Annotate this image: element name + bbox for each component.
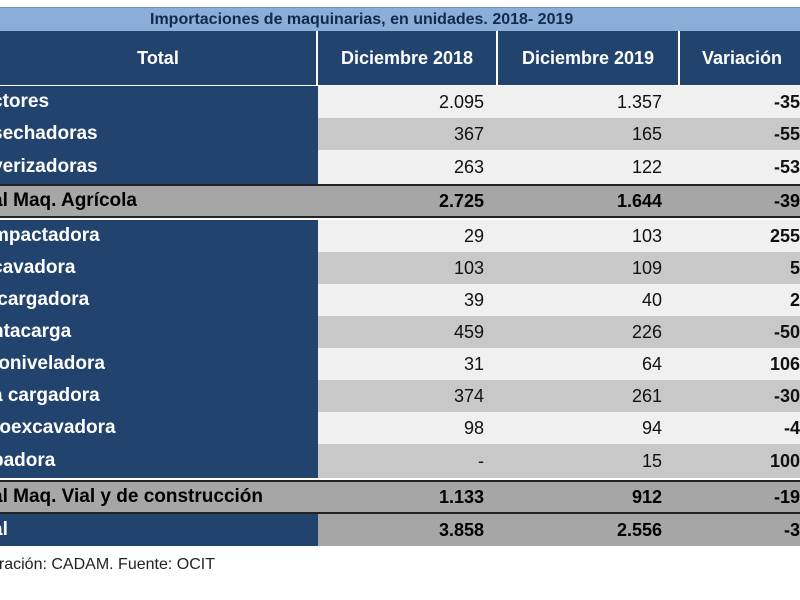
row-label: padora	[0, 444, 318, 478]
row-label: al	[0, 514, 318, 546]
cell-variacion: -19	[680, 482, 800, 512]
cell-dic-2019: 122	[498, 150, 680, 184]
cell-variacion: -4	[680, 412, 800, 444]
row-label: roexcavadora	[0, 412, 318, 444]
table-title-bar: Importaciones de maquinarias, en unidade…	[0, 7, 800, 31]
cell-dic-2018: 263	[318, 150, 498, 184]
row-label: ctores	[0, 86, 318, 118]
cell-dic-2019: 226	[498, 316, 680, 348]
cell-variacion: -30	[680, 380, 800, 412]
cell-dic-2019: 103	[498, 220, 680, 252]
cell-dic-2018: 374	[318, 380, 498, 412]
cell-variacion: -53	[680, 150, 800, 184]
cell-dic-2019: 261	[498, 380, 680, 412]
cell-variacion: -3	[680, 514, 800, 546]
table-row: roexcavadora 98 94 -4	[0, 412, 800, 444]
row-label: verizadoras	[0, 150, 318, 184]
cell-dic-2019: 40	[498, 284, 680, 316]
cell-variacion: 100	[680, 444, 800, 478]
header-dic-2019: Diciembre 2019	[498, 31, 680, 85]
row-label: icargadora	[0, 284, 318, 316]
cell-dic-2019: 912	[498, 482, 680, 512]
row-label: mpactadora	[0, 220, 318, 252]
cell-dic-2018: 2.095	[318, 86, 498, 118]
row-label: sechadoras	[0, 118, 318, 150]
cell-dic-2019: 94	[498, 412, 680, 444]
table-row: cavadora 103 109 5	[0, 252, 800, 284]
row-label: al Maq. Agrícola	[0, 186, 318, 216]
cell-variacion: 5	[680, 252, 800, 284]
table-row: toniveladora 31 64 106	[0, 348, 800, 380]
cell-dic-2019: 109	[498, 252, 680, 284]
header-variacion: Variación	[680, 31, 800, 85]
cell-dic-2019: 2.556	[498, 514, 680, 546]
table-row: al Maq. Vial y de construcción 1.133 912 -1…	[0, 480, 800, 514]
table-header: Total Diciembre 2018 Diciembre 2019 Vari…	[0, 31, 800, 85]
row-label: ntacarga	[0, 316, 318, 348]
cell-dic-2018: 1.133	[318, 482, 498, 512]
row-label: toniveladora	[0, 348, 318, 380]
cell-dic-2018: 103	[318, 252, 498, 284]
cell-variacion: 2	[680, 284, 800, 316]
cell-dic-2019: 64	[498, 348, 680, 380]
row-label: al Maq. Vial y de construcción	[0, 482, 318, 512]
table-row: verizadoras 263 122 -53	[0, 150, 800, 184]
cell-dic-2018: 29	[318, 220, 498, 252]
cell-dic-2018: -	[318, 444, 498, 478]
cell-dic-2018: 367	[318, 118, 498, 150]
cell-dic-2018: 98	[318, 412, 498, 444]
cell-dic-2019: 1.357	[498, 86, 680, 118]
cell-dic-2019: 1.644	[498, 186, 680, 216]
table-row: sechadoras 367 165 -55	[0, 118, 800, 150]
cell-dic-2019: 15	[498, 444, 680, 478]
cell-variacion: 255	[680, 220, 800, 252]
table-row: mpactadora 29 103 255	[0, 220, 800, 252]
cell-dic-2018: 3.858	[318, 514, 498, 546]
table-row: ntacarga459226-50	[0, 316, 800, 348]
row-label: cavadora	[0, 252, 318, 284]
header-dic-2018: Diciembre 2018	[318, 31, 498, 85]
cell-variacion: -35	[680, 86, 800, 118]
cell-variacion: -55	[680, 118, 800, 150]
cell-variacion: -50	[680, 316, 800, 348]
cell-dic-2018: 31	[318, 348, 498, 380]
header-total: Total	[0, 31, 318, 85]
source-note: oración: CADAM. Fuente: OCIT	[0, 556, 215, 573]
cell-variacion: 106	[680, 348, 800, 380]
cell-dic-2018: 2.725	[318, 186, 498, 216]
table-row: al Maq. Agrícola 2.725 1.644 -39	[0, 184, 800, 218]
row-label: a cargadora	[0, 380, 318, 412]
cell-dic-2019: 165	[498, 118, 680, 150]
table-row: a cargadora 374 261 -30	[0, 380, 800, 412]
cell-variacion: -39	[680, 186, 800, 216]
table-row: icargadora 39 40 2	[0, 284, 800, 316]
cell-dic-2018: 39	[318, 284, 498, 316]
table-title: Importaciones de maquinarias, en unidade…	[150, 11, 574, 28]
cell-dic-2018: 459	[318, 316, 498, 348]
